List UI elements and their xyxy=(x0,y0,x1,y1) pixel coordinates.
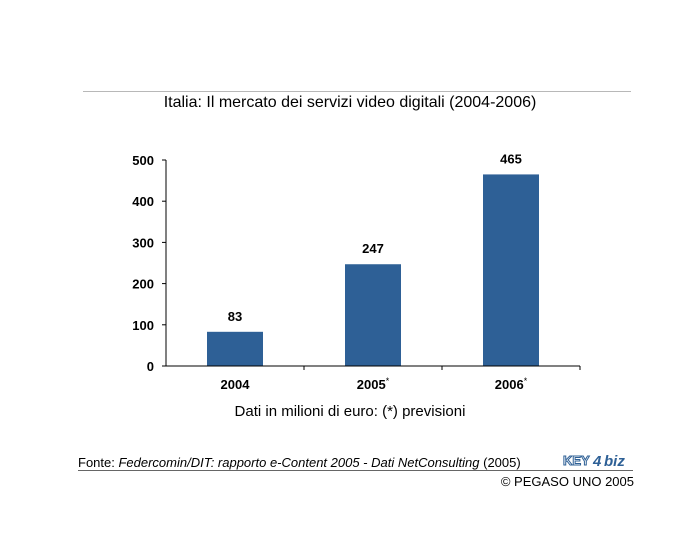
chart-title: Italia: Il mercato dei servizi video dig… xyxy=(163,94,537,111)
x-axis-label: Dati in milioni di euro: (*) previsioni xyxy=(234,403,466,420)
source-prefix: Fonte: xyxy=(78,455,119,470)
bar-chart: 0 100 200 300 400 500 83 247 465 2004 2005* 2006* xyxy=(132,151,581,392)
source-suffix: (2005) xyxy=(479,455,521,470)
y-tick-label: 400 xyxy=(132,194,154,209)
source-note: Fonte: Federcomin/DIT: rapporto e-Conten… xyxy=(78,455,521,470)
y-tick-label: 300 xyxy=(132,235,154,250)
y-tick-label: 500 xyxy=(132,153,154,168)
copyright: © PEGASO UNO 2005 xyxy=(500,474,634,489)
bar-0 xyxy=(207,331,263,366)
y-tick-label: 200 xyxy=(132,277,154,292)
data-label: 247 xyxy=(362,241,384,256)
x-tick-label: 2005* xyxy=(357,376,390,392)
x-tick-label: 2004 xyxy=(221,377,251,392)
y-tick-label: 0 xyxy=(147,359,154,374)
source-underline xyxy=(78,470,633,471)
bar-2 xyxy=(483,174,539,366)
key4biz-logo: KEY 4 biz xyxy=(563,453,625,471)
bar-1 xyxy=(345,264,401,366)
logo-key: KEY xyxy=(563,453,590,468)
x-tick-label: 2006* xyxy=(495,376,528,392)
data-label: 83 xyxy=(228,309,242,324)
source-title: Federcomin/DIT: rapporto e-Content 2005 … xyxy=(118,455,480,470)
data-label: 465 xyxy=(500,151,522,166)
top-divider xyxy=(83,91,631,92)
logo-biz: biz xyxy=(604,453,625,470)
y-tick-label: 100 xyxy=(132,318,154,333)
logo-four: 4 xyxy=(592,453,602,470)
